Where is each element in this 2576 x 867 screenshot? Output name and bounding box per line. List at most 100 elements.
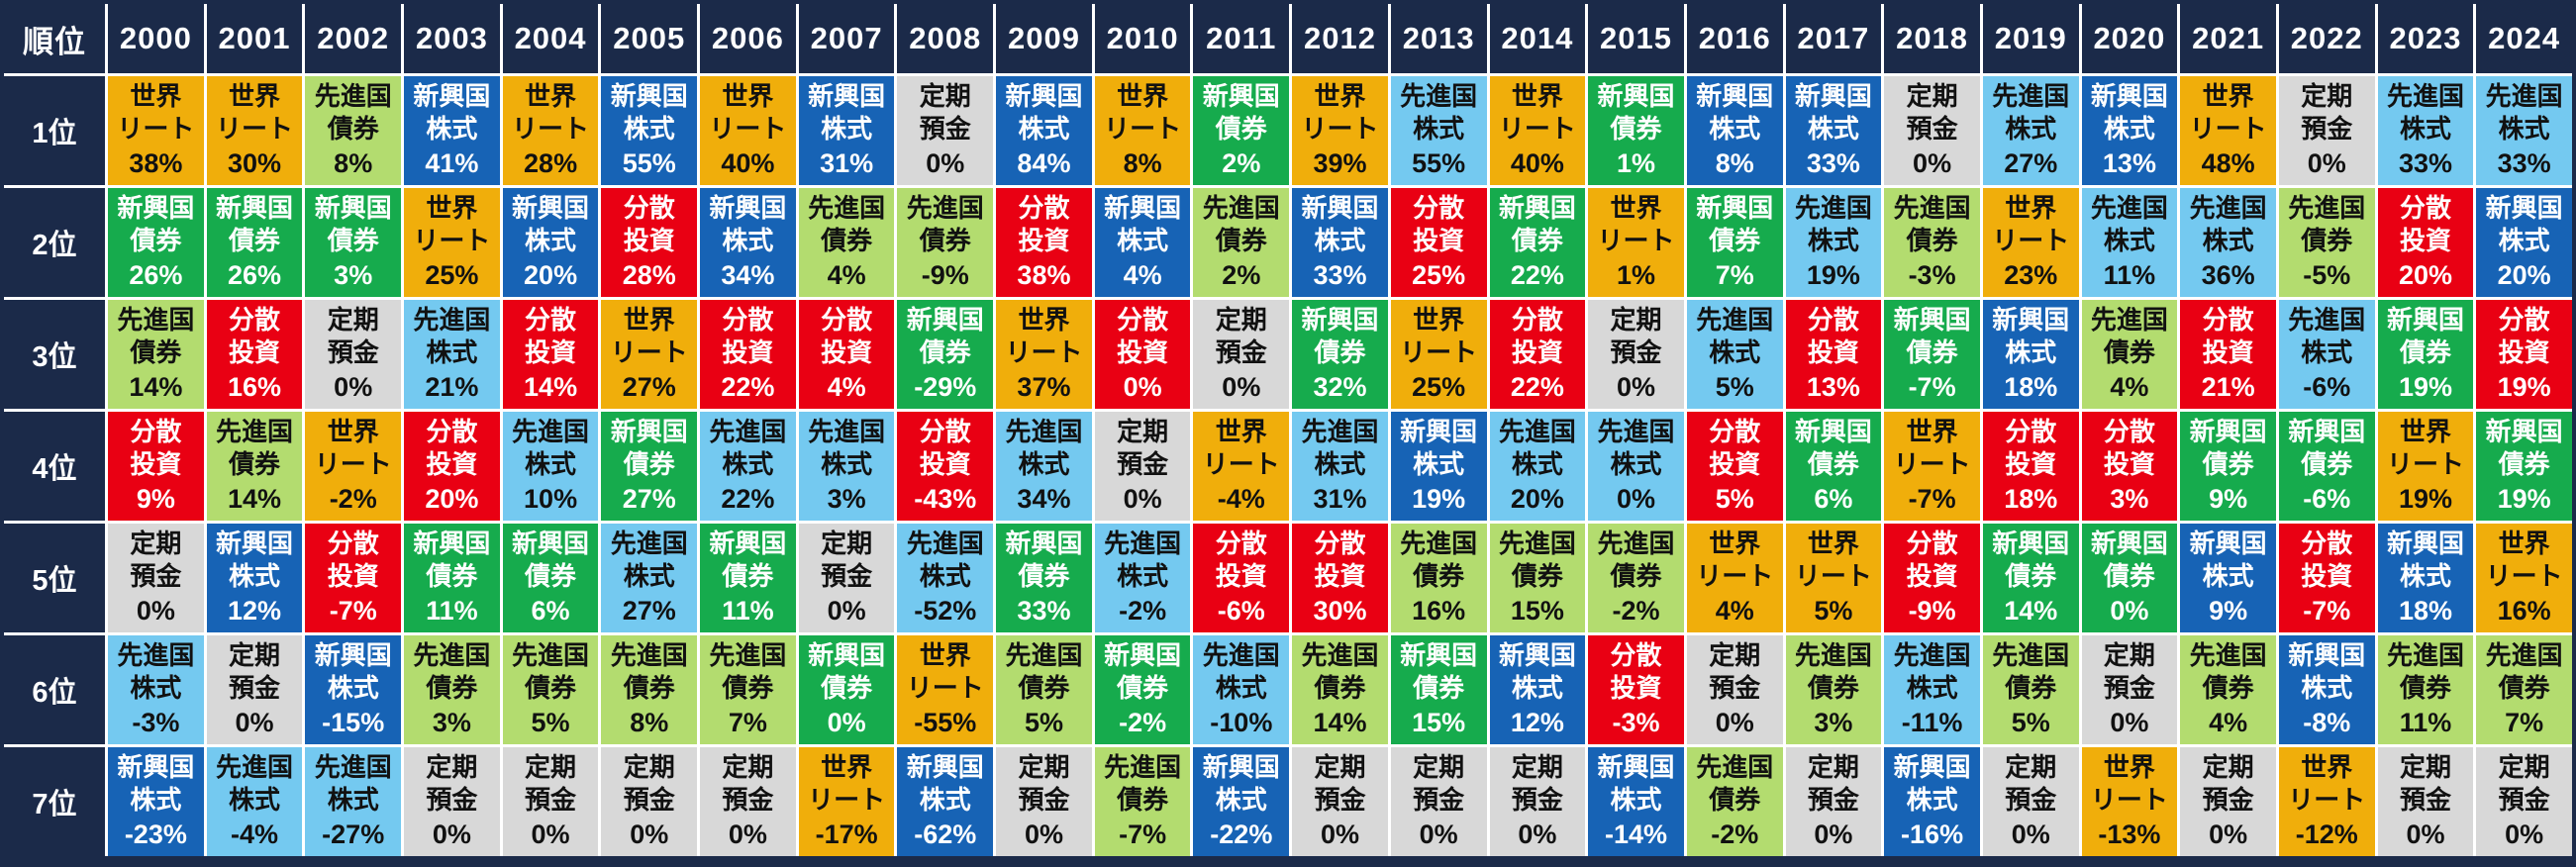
asset-cell-2003-rank3: 先進国 株式 21% [404,300,500,409]
asset-cell-2007-rank4: 先進国 株式 3% [798,412,895,521]
asset-cell-2014-rank2: 新興国 債券 22% [1489,188,1586,297]
asset-cell-2012-rank3: 新興国 債券 32% [1292,300,1388,409]
asset-name-line: 世界 [919,639,971,670]
asset-return-value: 32% [1313,372,1367,403]
asset-return-value: -7% [1908,372,1956,403]
asset-return-value: 21% [2201,372,2255,403]
asset-cell-2011-rank1: 新興国 債券 2% [1193,76,1290,185]
asset-name-line: 債券 [1018,561,1070,592]
asset-return-value: 0% [1123,484,1162,515]
asset-name-line: 投資 [1709,449,1761,480]
asset-cell-2017-rank5: 世界 リート 5% [1785,524,1882,632]
asset-name-line: 新興国 [1794,80,1872,111]
asset-name-line: 投資 [1610,673,1662,704]
year-header-2010: 2010 [1094,4,1191,73]
asset-return-value: 20% [524,260,578,291]
asset-name-line: リート [314,449,392,480]
asset-name-line: 新興国 [1301,192,1379,223]
asset-return-value: 0% [1715,708,1754,738]
asset-name-line: 債券 [821,673,873,704]
asset-return-value: 4% [2110,372,2149,403]
asset-name-line: 債券 [130,226,182,256]
asset-return-value: -6% [1217,596,1265,626]
asset-cell-2015-rank1: 新興国 債券 1% [1588,76,1684,185]
asset-name-line: 新興国 [2090,80,2168,111]
asset-cell-2010-rank7: 先進国 債券 -7% [1094,747,1191,856]
asset-name-line: 世界 [1610,192,1662,223]
asset-name-line: 株式 [525,226,577,256]
asset-return-value: 0% [827,596,866,626]
asset-name-line: 世界 [1906,416,1958,446]
asset-cell-2018-rank5: 分散 投資 -9% [1884,524,1980,632]
asset-name-line: 新興国 [2485,192,2563,223]
asset-cell-2002-rank1: 先進国 債券 8% [305,76,402,185]
asset-name-line: 預金 [1413,785,1465,816]
asset-return-value: 27% [622,596,676,626]
asset-name-line: 株式 [1610,785,1662,816]
asset-cell-2000-rank4: 分散 投資 9% [108,412,204,521]
asset-cell-2023-rank4: 世界 リート 19% [2377,412,2474,521]
asset-name-line: 新興国 [413,528,491,558]
asset-cell-2001-rank7: 先進国 株式 -4% [206,747,303,856]
asset-cell-2005-rank7: 定期 預金 0% [601,747,698,856]
asset-name-line: 株式 [327,785,379,816]
asset-name-line: 先進国 [216,416,294,446]
asset-cell-2006-rank4: 先進国 株式 22% [700,412,796,521]
asset-name-line: 分散 [1511,304,1563,335]
asset-cell-2002-rank7: 先進国 株式 -27% [305,747,402,856]
year-header-2007: 2007 [798,4,895,73]
asset-return-value: 0% [136,596,175,626]
asset-name-line: 分散 [2202,304,2254,335]
asset-name-line: 債券 [1215,226,1267,256]
asset-name-line: 新興国 [2189,416,2267,446]
asset-name-line: 分散 [1610,639,1662,670]
asset-return-value: 19% [2398,372,2452,403]
asset-cell-2005-rank3: 世界 リート 27% [601,300,698,409]
asset-name-line: 先進国 [1498,416,1576,446]
asset-name-line: 先進国 [1104,751,1182,782]
asset-return-value: 30% [1313,596,1367,626]
asset-return-value: 18% [2004,484,2058,515]
asset-name-line: 預金 [1215,337,1267,368]
asset-name-line: リート [2485,561,2563,592]
asset-cell-2018-rank2: 先進国 債券 -3% [1884,188,1980,297]
asset-cell-2019-rank1: 先進国 株式 27% [1982,76,2079,185]
asset-name-line: 定期 [2005,751,2057,782]
asset-name-line: 株式 [1610,449,1662,480]
asset-return-value: -12% [2295,819,2358,850]
asset-return-value: -3% [132,708,180,738]
asset-name-line: リート [610,337,688,368]
asset-return-value: -7% [2303,596,2351,626]
asset-name-line: 先進国 [512,416,590,446]
asset-return-value: 28% [622,260,676,291]
asset-cell-2023-rank3: 新興国 債券 19% [2377,300,2474,409]
asset-name-line: 世界 [1018,304,1070,335]
asset-cell-2019-rank4: 分散 投資 18% [1982,412,2079,521]
asset-name-line: 先進国 [2090,192,2168,223]
year-header-2016: 2016 [1686,4,1783,73]
asset-cell-2021-rank4: 新興国 債券 9% [2180,412,2276,521]
asset-name-line: 株式 [229,561,281,592]
asset-name-line: 分散 [1018,192,1070,223]
asset-name-line: リート [1893,449,1971,480]
asset-name-line: 定期 [229,639,281,670]
asset-name-line: 分散 [1314,528,1366,558]
asset-name-line: 債券 [1314,337,1366,368]
asset-name-line: 債券 [130,337,182,368]
asset-name-line: 分散 [2301,528,2353,558]
asset-name-line: 定期 [1511,751,1563,782]
asset-return-value: 7% [1715,260,1754,291]
asset-name-line: 債券 [1413,561,1465,592]
asset-cell-2017-rank3: 分散 投資 13% [1785,300,1882,409]
asset-return-value: 12% [227,596,282,626]
asset-name-line: 債券 [722,561,774,592]
asset-name-line: 先進国 [1202,639,1280,670]
asset-cell-2020-rank4: 分散 投資 3% [2081,412,2178,521]
asset-return-value: -7% [329,596,377,626]
asset-return-value: 3% [827,484,866,515]
asset-name-line: 債券 [1709,785,1761,816]
asset-cell-2006-rank3: 分散 投資 22% [700,300,796,409]
asset-cell-2023-rank6: 先進国 債券 11% [2377,635,2474,744]
asset-return-value: 6% [1814,484,1853,515]
